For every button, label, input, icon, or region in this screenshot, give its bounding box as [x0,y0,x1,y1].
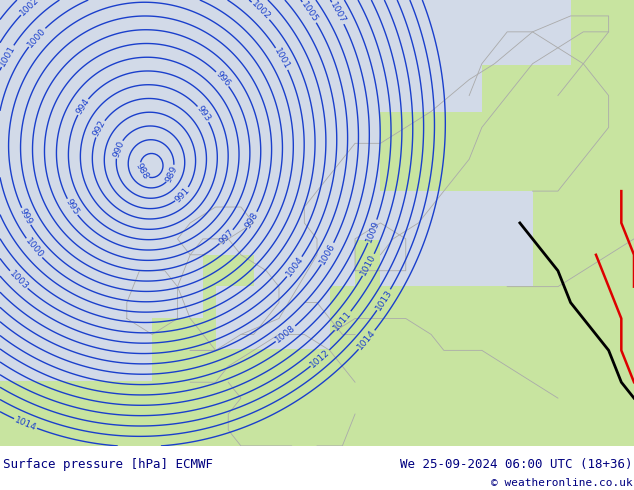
Text: 1008: 1008 [274,323,297,344]
Text: 991: 991 [173,185,191,204]
Text: 994: 994 [74,97,91,116]
Text: 996: 996 [214,70,231,88]
Text: 1000: 1000 [23,237,45,260]
Text: 1001: 1001 [273,47,292,71]
Text: 1002: 1002 [250,0,272,22]
Text: 988: 988 [134,162,150,181]
Text: 1007: 1007 [328,1,347,25]
Text: 1006: 1006 [318,242,337,266]
Text: 1010: 1010 [359,253,378,277]
Text: 993: 993 [195,104,212,123]
Text: 997: 997 [217,228,236,246]
Text: 992: 992 [92,119,108,138]
Text: 998: 998 [244,210,261,230]
Text: 1002: 1002 [18,0,41,18]
Text: 1012: 1012 [309,347,332,369]
Text: 1009: 1009 [364,219,381,244]
Text: 1011: 1011 [332,309,354,333]
Text: 999: 999 [18,207,34,226]
Text: We 25-09-2024 06:00 UTC (18+36): We 25-09-2024 06:00 UTC (18+36) [400,458,633,471]
Text: 1003: 1003 [7,269,30,291]
Text: 995: 995 [63,197,81,217]
Text: 1014: 1014 [13,415,38,432]
Text: 1005: 1005 [299,0,320,24]
Text: 1004: 1004 [284,255,305,279]
Text: 1001: 1001 [0,44,17,68]
Text: 990: 990 [112,140,126,159]
Text: 1014: 1014 [356,328,378,352]
Text: © weatheronline.co.uk: © weatheronline.co.uk [491,478,633,488]
Text: 1013: 1013 [374,288,394,312]
Text: 1000: 1000 [25,26,48,49]
Text: Surface pressure [hPa] ECMWF: Surface pressure [hPa] ECMWF [3,458,213,471]
Text: 989: 989 [164,164,179,184]
